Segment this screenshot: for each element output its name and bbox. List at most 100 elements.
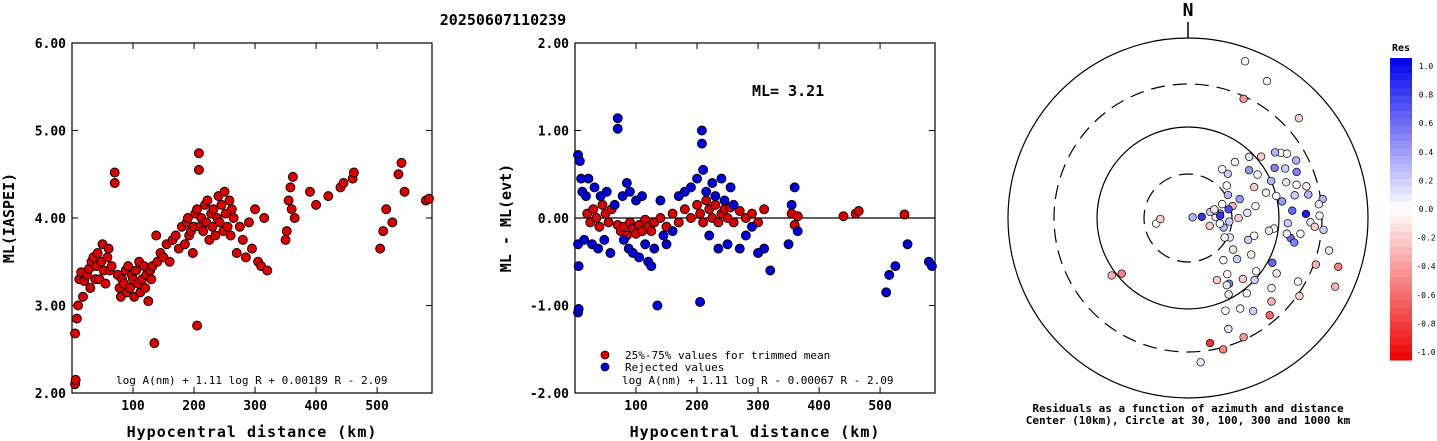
data-point [151, 230, 162, 241]
station-marker [1156, 214, 1165, 224]
y-tick-label: 6.00 [35, 37, 66, 52]
data-point [696, 125, 707, 136]
station-marker [1282, 149, 1292, 158]
colorbar-segment [1390, 65, 1412, 74]
colorbar-segment [1390, 299, 1412, 308]
colorbar-segment [1390, 329, 1412, 338]
x-tick-label: 200 [685, 399, 709, 414]
data-point [224, 195, 235, 206]
colorbar-tick-label: -0.6 [1416, 291, 1435, 300]
residual-formula: log A(nm) + 1.11 log R - 0.00067 R - 2.0… [622, 374, 894, 387]
data-point [103, 243, 114, 254]
data-point [198, 226, 209, 237]
legend-marker-trimmed [600, 350, 610, 360]
data-point [92, 248, 103, 258]
station-marker [1288, 206, 1297, 215]
data-point [605, 248, 616, 258]
residual-y-ticks: -2.00 -1.00 0.00 1.00 2.00 [530, 37, 935, 402]
data-point [192, 204, 203, 215]
data-point [838, 211, 849, 222]
data-point [902, 239, 913, 250]
data-point [890, 261, 901, 272]
station-marker [1272, 269, 1281, 278]
station-marker [1324, 246, 1334, 255]
data-point [109, 167, 120, 178]
data-point [722, 239, 733, 250]
data-point [612, 113, 623, 124]
data-point [123, 261, 134, 272]
station-marker [1188, 213, 1197, 222]
station-marker [1252, 267, 1261, 276]
magnitude-panel: 2.00 3.00 4.00 5.00 6.00 100 200 300 400 500 ML(… [0, 37, 434, 441]
data-point [179, 239, 190, 250]
station-marker [1212, 275, 1222, 285]
data-point [106, 261, 117, 272]
data-point [658, 230, 669, 241]
colorbar-segment [1390, 88, 1412, 97]
station-marker [1197, 212, 1206, 221]
station-marker [1196, 358, 1205, 367]
magnitude-y-axis-label: ML(IASPEI) [0, 173, 18, 263]
data-point [710, 199, 721, 210]
data-point [713, 217, 724, 228]
colorbar-segment [1390, 216, 1412, 225]
data-point [85, 283, 96, 293]
data-point [707, 178, 718, 188]
data-point [143, 296, 154, 307]
data-point [286, 204, 297, 215]
station-marker [1236, 304, 1245, 313]
data-point [375, 243, 386, 254]
data-point [71, 313, 82, 324]
data-point [207, 221, 218, 232]
colorbar-segment [1390, 231, 1412, 240]
ring-100km [1096, 126, 1280, 310]
x-tick-label: 400 [807, 399, 831, 414]
residual-x-ticks: 100 200 300 400 500 [624, 43, 892, 414]
y-tick-label: 0.00 [538, 212, 569, 227]
data-point [240, 252, 251, 263]
magnitude-y-ticks: 2.00 3.00 4.00 5.00 6.00 [35, 37, 432, 402]
data-point [667, 226, 678, 237]
station-marker [1218, 200, 1227, 209]
colorbar-segment [1390, 141, 1412, 150]
colorbar-segment [1390, 254, 1412, 263]
colorbar-tick-label: 1.0 [1419, 62, 1434, 71]
station-marker [1267, 297, 1276, 306]
data-point [125, 283, 135, 293]
data-point [281, 226, 292, 237]
data-point [70, 374, 81, 385]
colorbar-segment [1390, 209, 1412, 218]
data-point [78, 291, 88, 302]
colorbar-tick-label: 0.8 [1419, 91, 1434, 100]
data-point [280, 234, 291, 245]
station-marker [1250, 231, 1259, 240]
data-point [617, 191, 628, 202]
station-marker [1270, 148, 1280, 157]
data-point [646, 226, 657, 237]
data-point [621, 178, 632, 188]
station-marker [1292, 180, 1301, 189]
data-point [594, 221, 605, 232]
data-point [597, 199, 608, 210]
colorbar-segment [1390, 239, 1412, 248]
station-marker [1283, 219, 1293, 228]
station-marker [1223, 269, 1232, 279]
x-tick-label: 400 [304, 399, 328, 414]
station-marker [1265, 311, 1274, 320]
station-marker [1250, 182, 1259, 192]
colorbar-segment [1390, 261, 1412, 270]
data-point [387, 217, 398, 228]
ring-30km [1143, 173, 1233, 263]
data-point [593, 243, 604, 254]
data-point [746, 221, 757, 232]
data-point [685, 213, 696, 223]
station-marker [1304, 190, 1313, 199]
station-marker [1310, 222, 1319, 232]
data-point [765, 265, 776, 276]
station-marker [1242, 289, 1251, 298]
y-tick-label: 1.00 [538, 125, 569, 140]
data-point [667, 208, 678, 219]
data-point [710, 191, 721, 202]
data-point [853, 206, 864, 216]
station-marker [1301, 209, 1311, 219]
